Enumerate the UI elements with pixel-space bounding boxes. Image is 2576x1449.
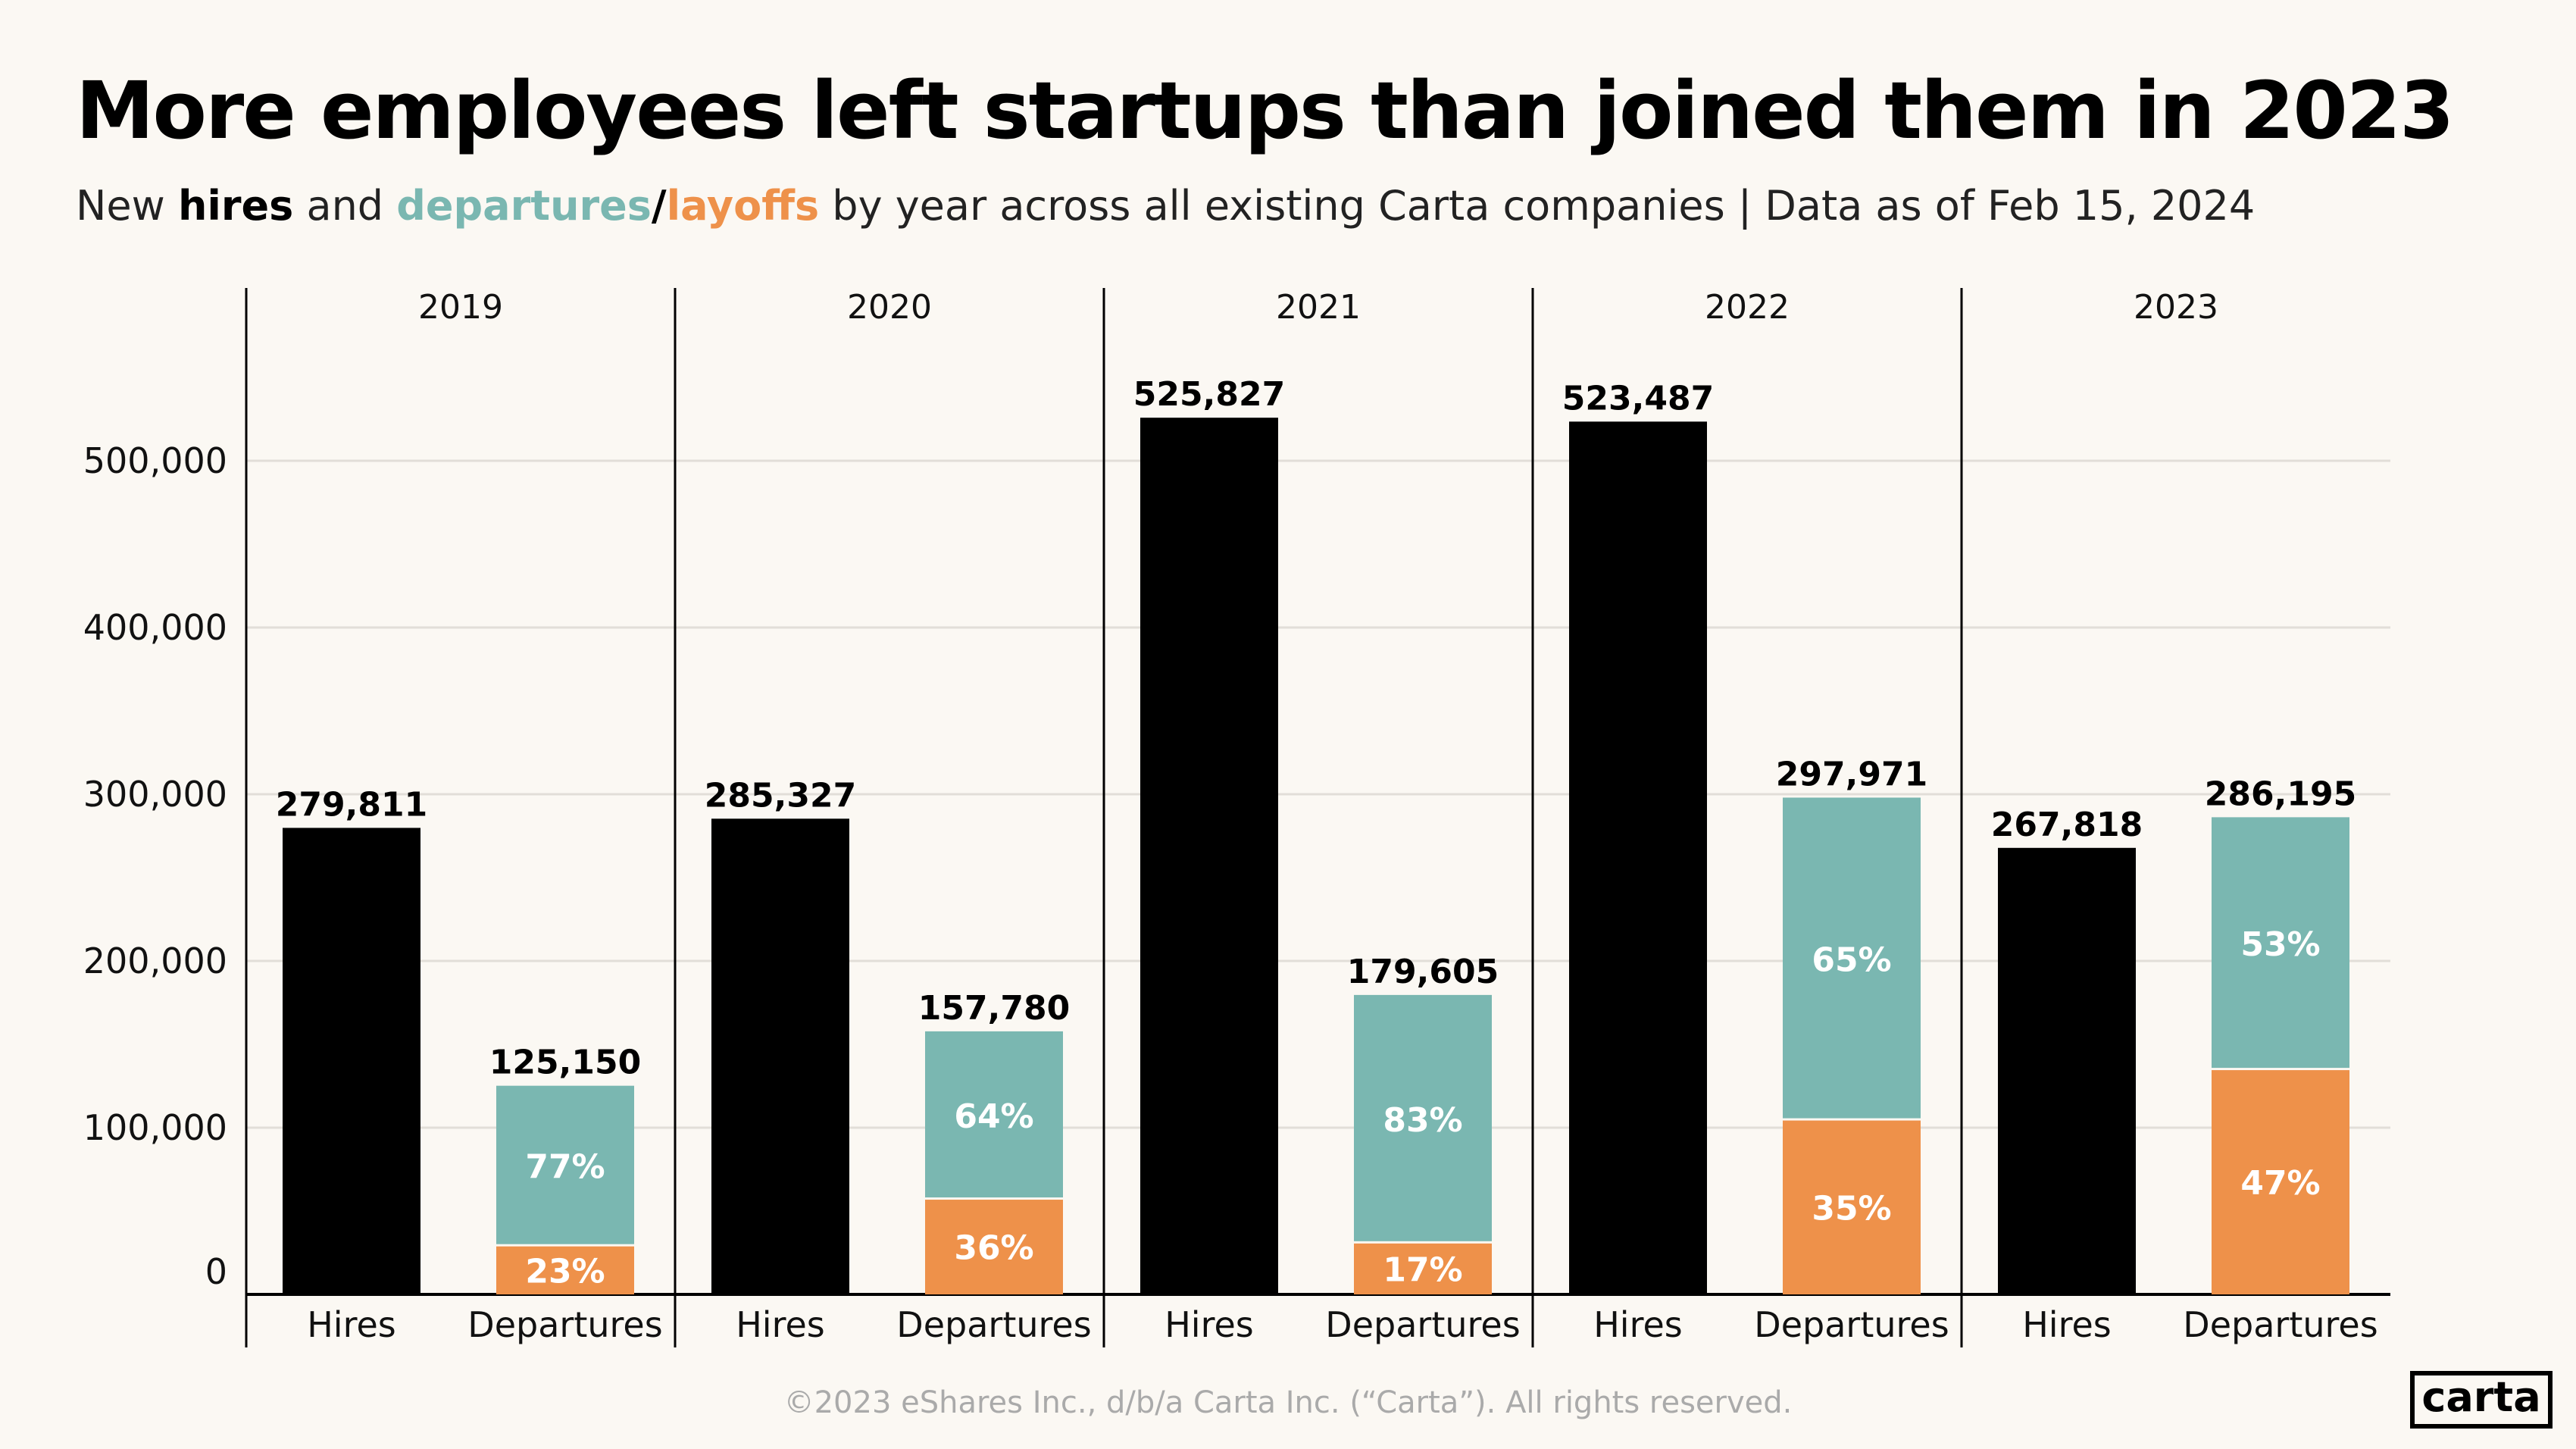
hires-value-label: 279,811 [276, 785, 427, 824]
departures-bar-segment [1354, 994, 1492, 1241]
departures-value-label: 157,780 [918, 989, 1070, 1028]
y-tick-label: 0 [205, 1251, 227, 1292]
layoffs-pct-label: 35% [1812, 1189, 1891, 1228]
y-axis: 0 100,000 200,000 300,000 400,000 500,000 [83, 440, 227, 1292]
hires-bar [1998, 847, 2136, 1294]
category-label-departures: Departures [1325, 1304, 1520, 1345]
y-tick-label: 500,000 [83, 440, 227, 481]
category-label-hires: Hires [2022, 1304, 2112, 1345]
hires-bar [1569, 421, 1707, 1294]
panel-year-label: 2019 [418, 288, 503, 327]
departures-bar-segment [1783, 797, 1921, 1119]
layoffs-bar-segment [496, 1246, 634, 1294]
departures-bar-segment [496, 1085, 634, 1244]
departures-pct-label: 53% [2240, 925, 2320, 964]
hires-value-label: 285,327 [705, 776, 856, 815]
y-tick-label: 100,000 [83, 1107, 227, 1148]
departures-pct-label: 65% [1812, 941, 1891, 980]
layoffs-bar-segment [2212, 1070, 2349, 1294]
panel-year-label: 2021 [1276, 288, 1361, 327]
departures-bar-segment [925, 1031, 1063, 1198]
departures-value-label: 286,195 [2205, 775, 2356, 813]
departures-value-label: 179,605 [1347, 953, 1499, 991]
departures-bar-segment [2212, 817, 2349, 1069]
layoffs-pct-label: 17% [1383, 1250, 1462, 1289]
departures-pct-label: 77% [525, 1148, 605, 1187]
category-label-departures: Departures [1754, 1304, 1949, 1345]
departures-value-label: 297,971 [1776, 755, 1927, 793]
departures-pct-label: 64% [954, 1097, 1033, 1136]
layoffs-bar-segment [1354, 1243, 1492, 1294]
copyright-footer: ©2023 eShares Inc., d/b/a Carta Inc. (“C… [784, 1385, 1793, 1420]
layoffs-pct-label: 47% [2240, 1164, 2320, 1203]
category-label-departures: Departures [2183, 1304, 2377, 1345]
category-label-hires: Hires [307, 1304, 396, 1345]
hires-value-label: 267,818 [1991, 806, 2143, 844]
panels: 2019 279,811 125,150 77% 23% Hires Departures 2… [245, 288, 2390, 1347]
y-tick-label: 300,000 [83, 774, 227, 815]
panel-year-label: 2022 [1705, 288, 1790, 327]
panel-year-label: 2023 [2134, 288, 2218, 327]
layoffs-pct-label: 23% [525, 1252, 605, 1291]
logo-text: carta [2421, 1373, 2540, 1421]
hires-bar [711, 818, 849, 1294]
hires-value-label: 525,827 [1133, 375, 1285, 414]
category-label-departures: Departures [467, 1304, 662, 1345]
layoffs-bar-segment [1783, 1120, 1921, 1294]
layoffs-bar-segment [925, 1200, 1063, 1294]
carta-logo: carta [2410, 1371, 2553, 1429]
chart-title: More employees left startups than joined… [76, 64, 2453, 157]
category-label-hires: Hires [1165, 1304, 1254, 1345]
hires-bar [1140, 418, 1278, 1294]
panel-year-label: 2020 [847, 288, 932, 327]
chart-subtitle: New hires and departures/layoffs by year… [76, 182, 2255, 230]
hires-bar [283, 828, 420, 1294]
hires-value-label: 523,487 [1562, 379, 1714, 418]
category-label-hires: Hires [736, 1304, 825, 1345]
category-label-departures: Departures [896, 1304, 1091, 1345]
layoffs-pct-label: 36% [954, 1229, 1033, 1268]
category-label-hires: Hires [1593, 1304, 1683, 1345]
departures-value-label: 125,150 [489, 1044, 641, 1082]
departures-pct-label: 83% [1383, 1101, 1462, 1140]
y-tick-label: 400,000 [83, 607, 227, 648]
y-tick-label: 200,000 [83, 940, 227, 981]
